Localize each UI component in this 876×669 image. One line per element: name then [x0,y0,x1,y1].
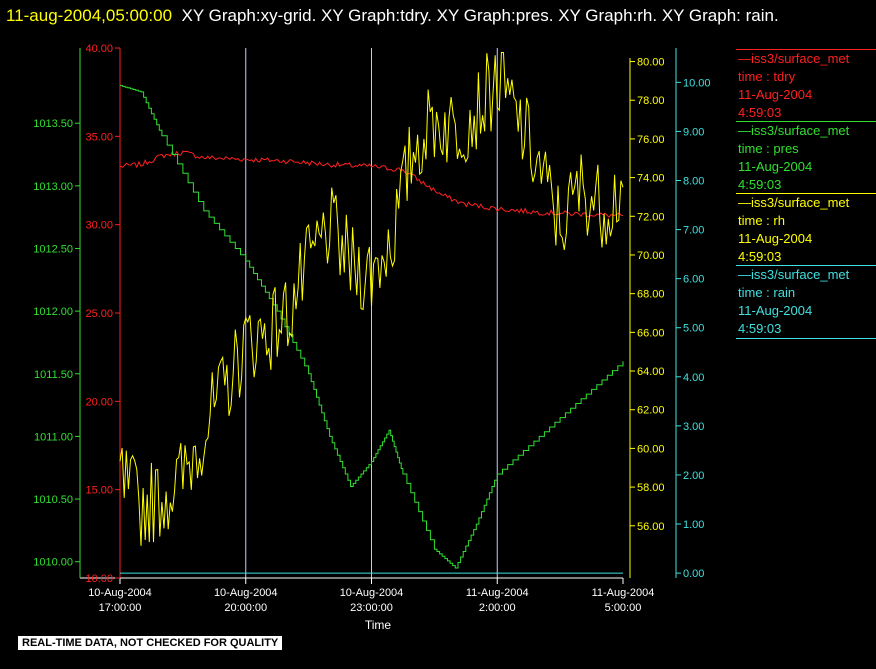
x-tick-date: 10-Aug-2004 [340,587,404,599]
pres-tick-label: 1013.00 [33,181,73,193]
x-tick-date: 11-Aug-2004 [592,587,655,599]
x-tick-date: 11-Aug-2004 [466,587,529,599]
series-rh [119,51,624,546]
tdry-tick-label: 25.00 [85,308,113,320]
legend-date: 11-Aug-2004 [738,231,813,246]
rh-tick-label: 58.00 [637,482,665,494]
rain-tick-label: 6.00 [683,274,704,286]
rain-tick-label: 3.00 [683,421,704,433]
legend-time: 4:59:03 [738,177,782,192]
grid-lines [245,48,498,578]
tdry-tick-label: 15.00 [85,485,113,497]
legend-field: time : pres [738,141,799,156]
legend-source: —iss3/surface_met [736,121,876,140]
tdry-tick-label: 30.00 [85,220,113,232]
legend-entry: —iss3/surface_met time : tdry 11-Aug-2004 4… [736,49,876,122]
pres-tick-label: 1011.00 [34,431,73,443]
pres-tick-label: 1010.00 [33,557,73,569]
pres-tick-label: 1011.50 [34,369,73,381]
legend-field: time : tdry [738,69,796,84]
rh-tick-label: 60.00 [637,443,665,455]
series-tdry [119,150,624,218]
x-tick-time: 2:00:00 [479,602,516,614]
rh-tick-label: 62.00 [637,405,665,417]
x-axis-label: Time [365,618,392,632]
rh-tick-label: 56.00 [637,521,665,533]
legend-time: 4:59:03 [738,321,782,336]
graph-list: XY Graph:xy-grid. XY Graph:tdry. XY Grap… [181,6,779,25]
rh-tick-label: 72.00 [637,211,665,223]
rain-tick-label: 10.00 [683,77,711,89]
tdry-tick-label: 40.00 [85,43,113,55]
rh-tick-label: 74.00 [637,173,665,185]
legend-date: 11-Aug-2004 [738,303,813,318]
series-pres [120,85,624,569]
legend-source: —iss3/surface_met [736,49,876,68]
legend-entry: —iss3/surface_met time : rain 11-Aug-2004 4… [736,265,876,338]
legend-time: 4:59:03 [738,105,782,120]
pres-tick-label: 1012.00 [33,306,73,318]
tdry-tick-label: 35.00 [85,131,113,143]
legend-entry: —iss3/surface_met time : pres 11-Aug-2004 4… [736,121,876,194]
rh-tick-label: 66.00 [637,327,665,339]
rain-tick-label: 9.00 [683,126,704,138]
rh-tick-label: 78.00 [637,95,665,107]
legend-entry: —iss3/surface_met time : rh 11-Aug-2004 4:5… [736,193,876,266]
legend-divider [736,338,876,339]
legend-field: time : rh [738,213,785,228]
rh-tick-label: 76.00 [637,134,665,146]
x-tick-time: 20:00:00 [224,602,267,614]
rain-tick-label: 7.00 [683,225,704,237]
axes: 10-Aug-2004 17:00:00 10-Aug-2004 20:00:00 10… [33,43,710,614]
legend-source: —iss3/surface_met [736,265,876,284]
x-tick-time: 5:00:00 [605,602,642,614]
timestamp: 11-aug-2004,05:00:00 [6,6,173,25]
x-tick-date: 10-Aug-2004 [88,587,152,599]
x-tick-time: 17:00:00 [99,602,142,614]
rain-tick-label: 0.00 [683,568,704,580]
rain-tick-label: 8.00 [683,176,704,188]
legend-date: 11-Aug-2004 [738,87,813,102]
title-bar: 11-aug-2004,05:00:00 XY Graph:xy-grid. X… [6,2,872,30]
rh-tick-label: 70.00 [637,250,665,262]
x-tick-date: 10-Aug-2004 [214,587,278,599]
pres-tick-label: 1010.50 [33,494,73,506]
rh-tick-label: 64.00 [637,366,665,378]
rh-tick-label: 80.00 [637,57,665,69]
rain-tick-label: 5.00 [683,323,704,335]
legend-time: 4:59:03 [738,249,782,264]
tdry-tick-label: 20.00 [85,396,113,408]
rh-tick-label: 68.00 [637,289,665,301]
rain-tick-label: 1.00 [683,519,704,531]
series-group [119,51,624,574]
pres-tick-label: 1012.50 [33,243,73,255]
legend-source: —iss3/surface_met [736,193,876,212]
pres-tick-label: 1013.50 [33,118,73,130]
rain-tick-label: 4.00 [683,372,704,384]
tdry-tick-label: 10.00 [85,573,113,585]
x-tick-time: 23:00:00 [350,602,393,614]
quality-note: REAL-TIME DATA, NOT CHECKED FOR QUALITY [18,636,283,650]
rain-tick-label: 2.00 [683,470,704,482]
legend-field: time : rain [738,285,796,300]
legend-date: 11-Aug-2004 [738,159,813,174]
